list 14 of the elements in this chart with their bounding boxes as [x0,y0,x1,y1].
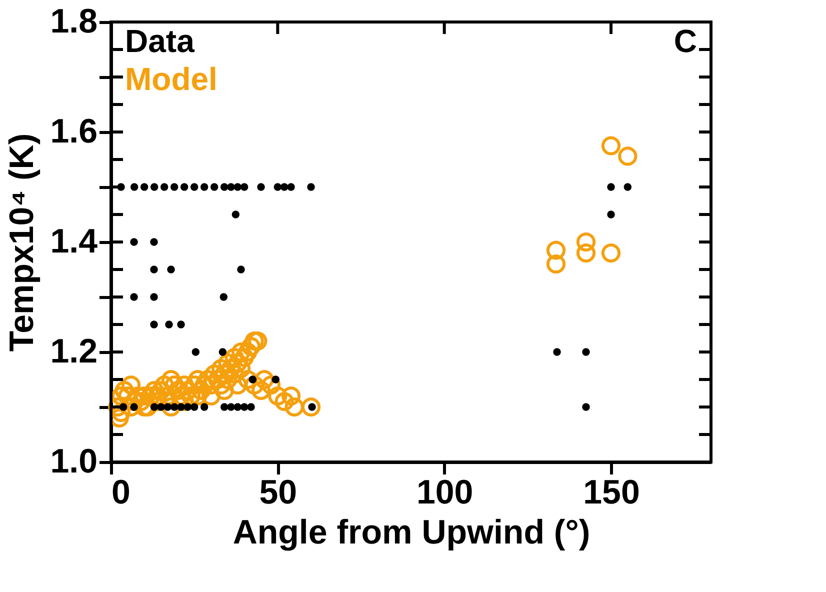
text: Data [125,23,195,59]
x-tick-label: 0 [112,474,130,512]
y-axis-title: Tempx10⁴ (K) [3,133,42,352]
y-tick-label: 1.8 [50,2,98,40]
y-tick-label: 1.2 [50,332,98,370]
y-tick-label: 1.6 [50,112,98,150]
x-tick-label: 100 [416,474,474,512]
y-tick-label: 1.4 [50,222,98,260]
y-tick-label: 1.0 [50,442,98,480]
text: Model [125,61,218,97]
x-tick-label: 150 [583,474,640,512]
annotation: C [674,23,697,59]
x-axis-title: Angle from Upwind (°) [232,514,590,552]
x-tick-label: 50 [259,474,298,512]
